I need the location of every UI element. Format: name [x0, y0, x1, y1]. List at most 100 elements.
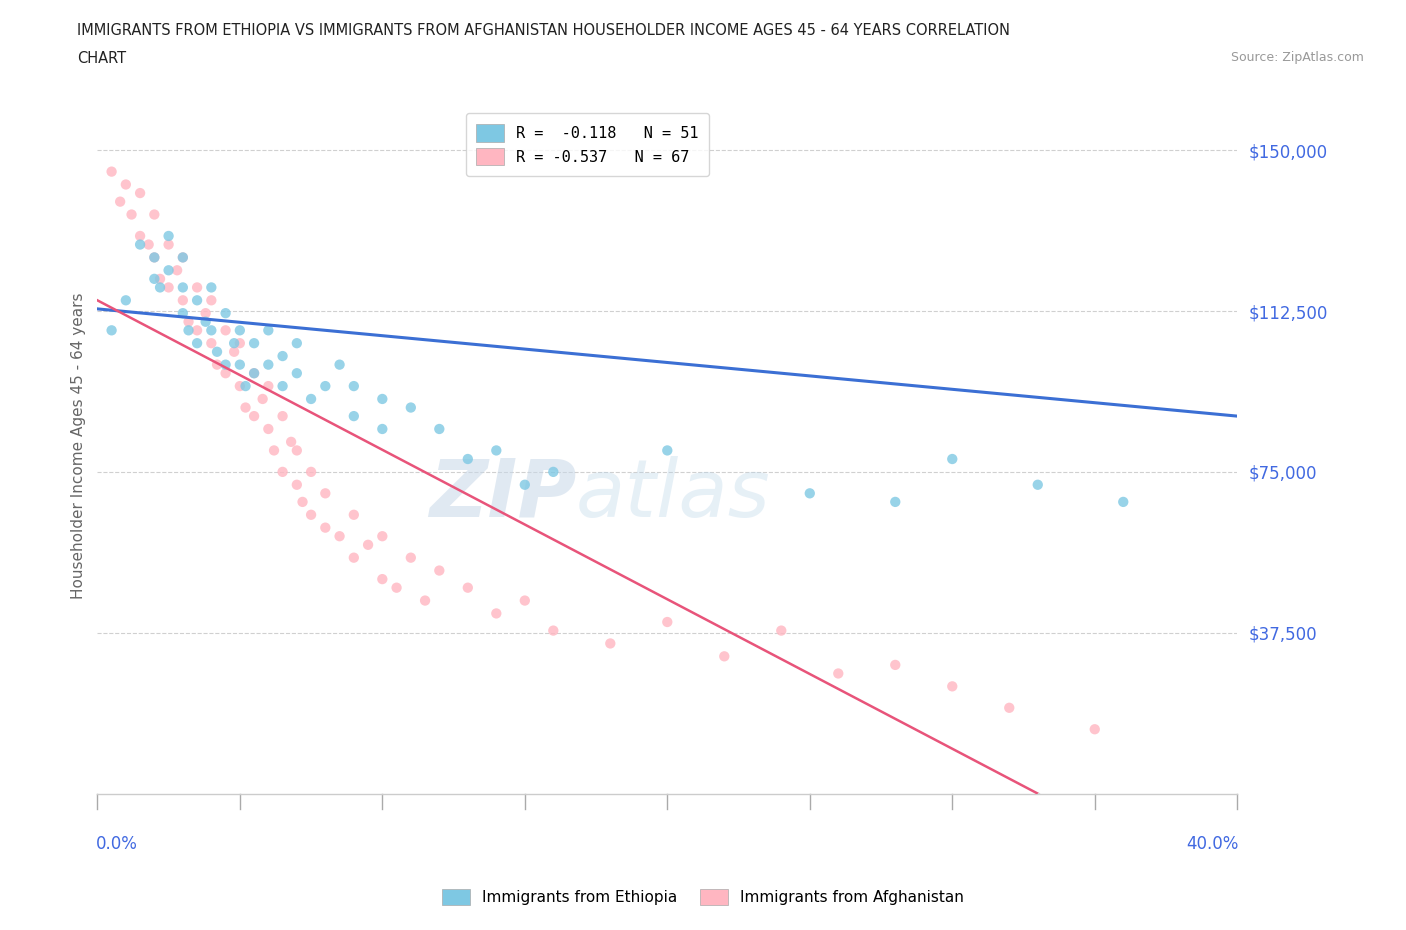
Point [271, 408, 294, 423]
Point [229, 323, 252, 338]
Point [177, 314, 200, 329]
Point [143, 250, 166, 265]
Text: Source: ZipAtlas.com: Source: ZipAtlas.com [1230, 51, 1364, 64]
Point [299, 392, 322, 406]
Point [235, 379, 257, 393]
Point [285, 443, 308, 458]
Point [177, 323, 200, 338]
Point [427, 563, 450, 578]
Point [399, 551, 422, 565]
Point [884, 495, 907, 510]
Point [186, 336, 208, 351]
Point [214, 365, 236, 380]
Point [229, 379, 252, 393]
Point [108, 194, 131, 209]
Point [357, 538, 380, 552]
Point [343, 408, 366, 423]
Point [229, 357, 252, 372]
Point [143, 272, 166, 286]
Point [485, 606, 508, 621]
Point [157, 280, 180, 295]
Point [285, 336, 308, 351]
Point [157, 229, 180, 244]
Point [172, 250, 194, 265]
Point [299, 508, 322, 523]
Y-axis label: Householder Income Ages 45 - 64 years: Householder Income Ages 45 - 64 years [72, 293, 86, 600]
Point [271, 379, 294, 393]
Point [257, 323, 280, 338]
Point [224, 344, 246, 359]
Point [543, 623, 565, 638]
Point [200, 293, 222, 308]
Point [172, 293, 194, 308]
Point [205, 344, 228, 359]
Point [371, 421, 394, 436]
Point [941, 679, 963, 694]
Point [257, 357, 280, 372]
Point [299, 464, 322, 479]
Point [770, 623, 793, 638]
Point [214, 323, 236, 338]
Point [252, 392, 274, 406]
Point [143, 250, 166, 265]
Point [186, 293, 208, 308]
Point [457, 580, 479, 595]
Point [998, 700, 1021, 715]
Point [257, 379, 280, 393]
Point [115, 293, 138, 308]
Point [427, 421, 450, 436]
Text: ZIP: ZIP [429, 456, 576, 534]
Point [205, 357, 228, 372]
Point [129, 229, 152, 244]
Point [385, 580, 408, 595]
Point [343, 379, 366, 393]
Point [194, 306, 217, 321]
Point [713, 649, 735, 664]
Point [513, 593, 536, 608]
Point [285, 477, 308, 492]
Legend: Immigrants from Ethiopia, Immigrants from Afghanistan: Immigrants from Ethiopia, Immigrants fro… [434, 882, 972, 913]
Point [291, 495, 314, 510]
Point [329, 529, 352, 544]
Text: atlas: atlas [576, 456, 770, 534]
Legend: R =  -0.118   N = 51, R = -0.537   N = 67: R = -0.118 N = 51, R = -0.537 N = 67 [465, 113, 709, 176]
Point [314, 485, 336, 500]
Point [941, 452, 963, 467]
Point [799, 485, 821, 500]
Point [285, 365, 308, 380]
Point [172, 306, 194, 321]
Point [371, 572, 394, 587]
Point [657, 443, 679, 458]
Point [143, 207, 166, 222]
Point [129, 186, 152, 201]
Point [186, 323, 208, 338]
Point [399, 400, 422, 415]
Point [343, 551, 366, 565]
Point [329, 357, 352, 372]
Point [194, 314, 217, 329]
Point [413, 593, 436, 608]
Text: CHART: CHART [77, 51, 127, 66]
Point [457, 452, 479, 467]
Point [224, 336, 246, 351]
Text: IMMIGRANTS FROM ETHIOPIA VS IMMIGRANTS FROM AFGHANISTAN HOUSEHOLDER INCOME AGES : IMMIGRANTS FROM ETHIOPIA VS IMMIGRANTS F… [77, 23, 1011, 38]
Point [657, 615, 679, 630]
Point [149, 280, 172, 295]
Point [172, 280, 194, 295]
Point [138, 237, 160, 252]
Point [149, 272, 172, 286]
Point [243, 365, 266, 380]
Point [243, 408, 266, 423]
Point [314, 520, 336, 535]
Point [599, 636, 621, 651]
Point [1026, 477, 1049, 492]
Point [371, 529, 394, 544]
Point [200, 323, 222, 338]
Point [200, 280, 222, 295]
Point [543, 464, 565, 479]
Point [214, 357, 236, 372]
Point [100, 323, 122, 338]
Point [186, 280, 208, 295]
Point [157, 237, 180, 252]
Point [257, 421, 280, 436]
